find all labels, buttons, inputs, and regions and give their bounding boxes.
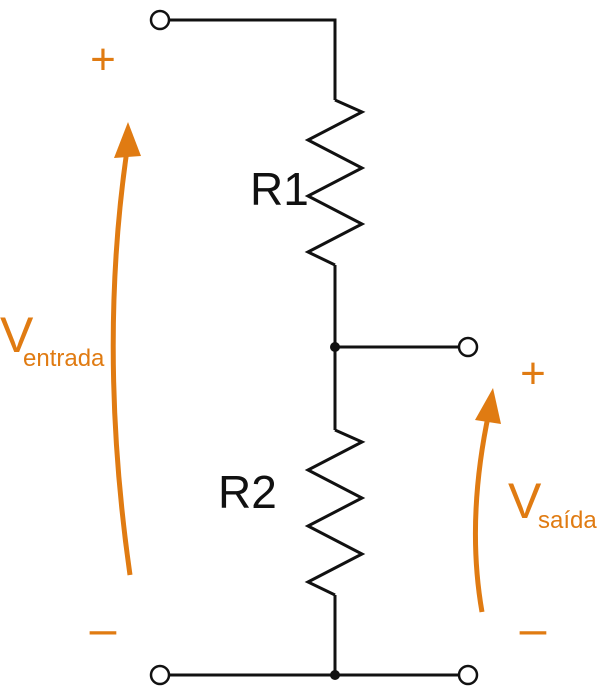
input-minus: –	[90, 603, 117, 656]
input-symbol: V	[0, 307, 34, 363]
resistor-r2	[304, 428, 366, 597]
output-symbol: V	[508, 473, 542, 529]
terminal	[457, 664, 479, 686]
arrows	[110, 122, 501, 613]
terminal	[149, 664, 171, 686]
output-minus: –	[520, 603, 547, 656]
output-plus: +	[520, 349, 546, 398]
arrow-head	[114, 122, 141, 158]
circuit	[149, 9, 479, 686]
resistor-label: R1	[250, 163, 309, 215]
terminal	[149, 9, 171, 31]
terminal	[457, 336, 479, 358]
output-arrow	[472, 411, 492, 613]
junction	[330, 670, 340, 680]
resistor-label: R2	[218, 466, 277, 518]
input-plus: +	[90, 35, 116, 84]
input-arrow	[110, 149, 133, 576]
junction	[330, 342, 340, 352]
resistor-r1	[304, 98, 366, 267]
wire	[160, 18, 337, 100]
arrow-head	[475, 388, 501, 424]
input-subscript: entrada	[23, 345, 105, 372]
output-subscript: saída	[538, 507, 597, 534]
